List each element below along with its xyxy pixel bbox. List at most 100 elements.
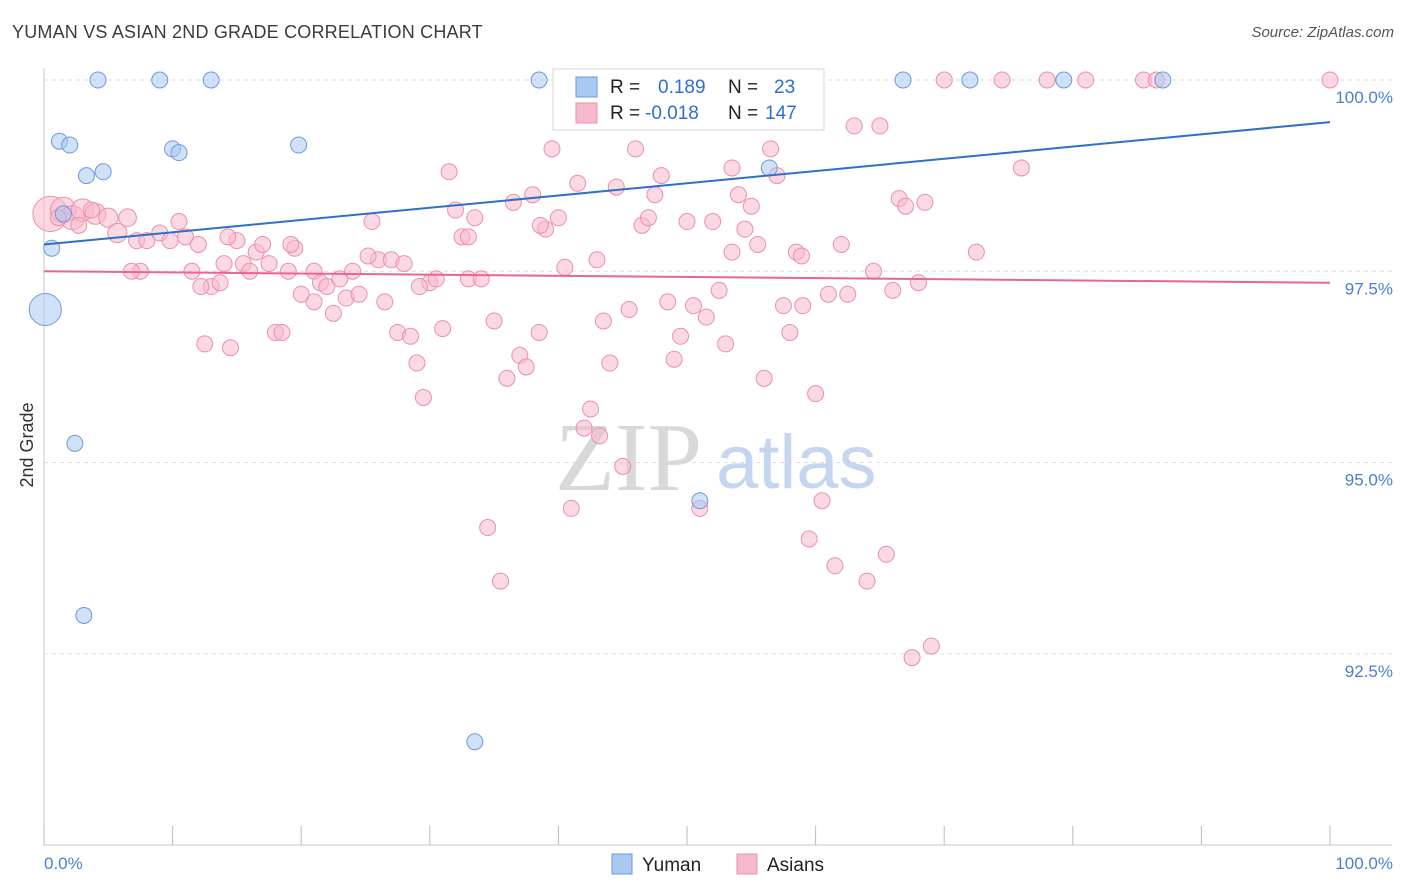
asians-point (569, 174, 587, 192)
asians-point (967, 243, 985, 261)
asians-point (807, 385, 825, 403)
asians-point (556, 258, 574, 276)
asians-point (729, 186, 747, 204)
legend-swatch-yuman (575, 76, 598, 98)
asians-point (877, 545, 895, 563)
asians-point (916, 193, 934, 211)
asians-points (32, 71, 1339, 667)
asians-point (479, 519, 497, 537)
bottom-legend: Yuman Asians (611, 853, 824, 876)
asians-point (884, 281, 902, 299)
legend-asians-r-value: -0.018 (645, 103, 699, 124)
asians-point (485, 312, 503, 330)
asians-point (774, 297, 792, 315)
asians-point (395, 255, 413, 273)
trend-lines (43, 121, 1331, 284)
asians-point (273, 323, 291, 341)
source-credit: Source: ZipAtlas.com (1251, 24, 1394, 41)
asians-point (196, 335, 214, 353)
asians-point (376, 293, 394, 311)
asians-point (588, 251, 606, 269)
asians-point (189, 235, 207, 253)
bottom-legend-yuman: Yuman (642, 855, 701, 876)
yuman-point (54, 205, 72, 223)
yuman-point (691, 492, 709, 510)
asians-point (219, 228, 237, 246)
legend-asians-r-label: R = (610, 103, 640, 124)
asians-point (591, 427, 609, 445)
asians-point (819, 285, 837, 303)
yuman-point (28, 293, 62, 326)
asians-point (762, 140, 780, 158)
asians-point (192, 278, 210, 296)
watermark-zip: ZIP (555, 404, 702, 512)
x-tick-label-max: 100.0% (1335, 854, 1393, 873)
asians-point (161, 232, 179, 250)
x-tick-labels: 0.0% 100.0% (44, 854, 1393, 873)
y-tick-labels: 92.5% 95.0% 97.5% 100.0% (1335, 88, 1393, 681)
bottom-legend-asians: Asians (767, 855, 824, 876)
asians-point (183, 262, 201, 280)
asians-point (279, 262, 297, 280)
asians-point (459, 228, 477, 246)
asians-point (414, 388, 432, 406)
x-tick-label-min: 0.0% (44, 854, 83, 873)
asians-point (659, 293, 677, 311)
asians-point (318, 278, 336, 296)
asians-point (755, 369, 773, 387)
asians-point (903, 649, 921, 667)
asians-point (498, 369, 516, 387)
asians-point (826, 557, 844, 575)
yuman-point (170, 144, 188, 162)
asians-point (305, 293, 323, 311)
yuman-point (75, 607, 93, 624)
asians-point (922, 637, 940, 655)
yuman-point (89, 71, 107, 89)
asians-point (909, 274, 927, 292)
asians-point (582, 400, 600, 418)
asians-point (98, 207, 119, 228)
asians-point (411, 278, 429, 296)
asians-point (792, 247, 810, 265)
asians-point (684, 297, 702, 315)
asians-point (845, 117, 863, 135)
yuman-point (77, 167, 95, 185)
yuman-point (94, 163, 112, 181)
gridlines (44, 79, 1392, 655)
asians-point (678, 213, 696, 231)
watermark: ZIP atlas (555, 404, 877, 512)
bottom-legend-swatch-asians (736, 853, 758, 875)
asians-point (1038, 71, 1056, 89)
yuman-point (760, 159, 778, 177)
asians-point (832, 235, 850, 253)
asians-point (742, 197, 760, 215)
asians-point (639, 209, 657, 227)
asians-point (1077, 71, 1095, 89)
asians-point (344, 262, 362, 280)
asians-point (601, 354, 619, 372)
asians-point (697, 308, 715, 326)
yuman-point (466, 733, 484, 751)
y-tick-label: 92.5% (1345, 662, 1393, 681)
legend-yuman-n-label: N = (728, 77, 758, 98)
asians-point (736, 220, 754, 238)
asians-point (83, 201, 101, 219)
asians-point (620, 301, 638, 318)
asians-point (492, 572, 510, 590)
asians-point (607, 178, 625, 196)
yuman-point (290, 136, 308, 154)
asians-point (472, 270, 490, 288)
asians-point (350, 285, 368, 303)
yuman-point (202, 71, 220, 89)
bottom-legend-swatch-yuman (611, 853, 633, 875)
legend-yuman-r-value: 0.189 (658, 77, 706, 98)
asians-point (614, 457, 632, 475)
asians-point (897, 197, 915, 215)
legend-yuman-n-value: 23 (774, 77, 795, 98)
asians-point (170, 213, 188, 231)
asians-point (221, 339, 239, 357)
asians-point (993, 71, 1011, 89)
asians-point (138, 232, 156, 250)
asians-point (864, 262, 882, 280)
asians-point (1321, 71, 1339, 89)
